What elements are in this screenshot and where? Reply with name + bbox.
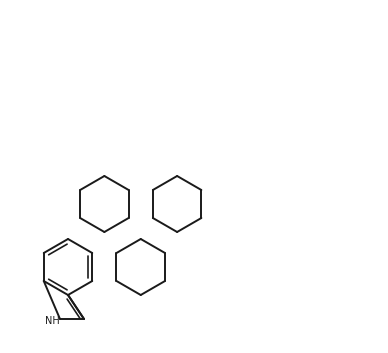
Text: NH: NH (45, 316, 59, 326)
